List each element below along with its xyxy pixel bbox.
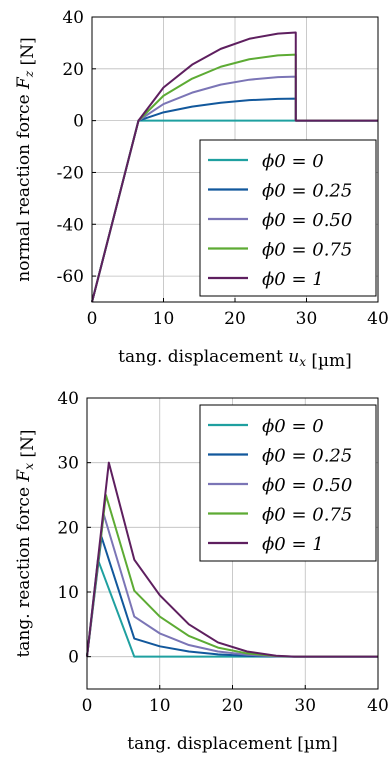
legend: ϕ0 = 0 ϕ0 = 0.25 ϕ0 = 0.50 ϕ0 = 0.75 ϕ0 = 1: [199, 139, 377, 297]
tangential-force-chart: 0 10 20 30 40 40 30 20 10 0 tang. displacement [µm…: [14, 389, 389, 754]
y-tick-label: 20: [62, 60, 84, 80]
legend-entry: ϕ0 = 1: [262, 269, 324, 290]
x-tick-label: 20: [224, 309, 246, 329]
legend-entry: ϕ0 = 1: [262, 534, 324, 555]
y-tick-label: 40: [57, 389, 79, 409]
y-tick-label: 0: [68, 648, 79, 668]
legend-entry: ϕ0 = 0.75: [262, 240, 352, 261]
y-tick-label: 0: [73, 112, 84, 132]
y-tick-label: -20: [57, 163, 84, 183]
series-group: [86, 461, 378, 658]
series-group: [91, 31, 378, 303]
legend-entry: ϕ0 = 0: [262, 151, 324, 172]
legend: ϕ0 = 0 ϕ0 = 0.25 ϕ0 = 0.50 ϕ0 = 0.75 ϕ0 = 1: [199, 404, 377, 562]
x-tick-label: 30: [294, 696, 316, 716]
x-tick-label: 40: [367, 309, 389, 329]
series-line: [91, 31, 378, 303]
x-tick-label: 10: [153, 309, 175, 329]
x-tick-label: 0: [82, 696, 93, 716]
normal-force-chart: 0 10 20 30 40 40 20 0 -20 -40 -60 tang. displacemen…: [14, 8, 389, 371]
y-tick-label: 30: [57, 454, 79, 474]
legend-entry: ϕ0 = 0.50: [262, 210, 352, 231]
legend-entry: ϕ0 = 0.25: [262, 181, 352, 202]
legend-entry: ϕ0 = 0.25: [262, 446, 352, 467]
legend-entry: ϕ0 = 0.75: [262, 505, 352, 526]
x-axis-label: tang. displacement ux [µm]: [118, 347, 352, 371]
y-tick-label: 10: [57, 583, 79, 603]
x-axis-label: tang. displacement [µm]: [127, 734, 337, 754]
y-tick-label: -60: [57, 267, 84, 287]
y-axis-label: normal reaction force Fz [N]: [14, 37, 38, 281]
x-tick-label: 10: [149, 696, 171, 716]
x-tick-label: 0: [87, 309, 98, 329]
x-tick-label: 30: [296, 309, 318, 329]
x-tick-label: 20: [222, 696, 244, 716]
y-tick-label: 40: [62, 8, 84, 28]
legend-entry: ϕ0 = 0: [262, 416, 324, 437]
y-tick-label: -40: [57, 215, 84, 235]
x-tick-label: 40: [367, 696, 389, 716]
y-axis-label: tang. reaction force Fx [N]: [14, 429, 38, 657]
series-line: [86, 461, 378, 658]
legend-entry: ϕ0 = 0.50: [262, 475, 352, 496]
y-tick-label: 20: [57, 518, 79, 538]
